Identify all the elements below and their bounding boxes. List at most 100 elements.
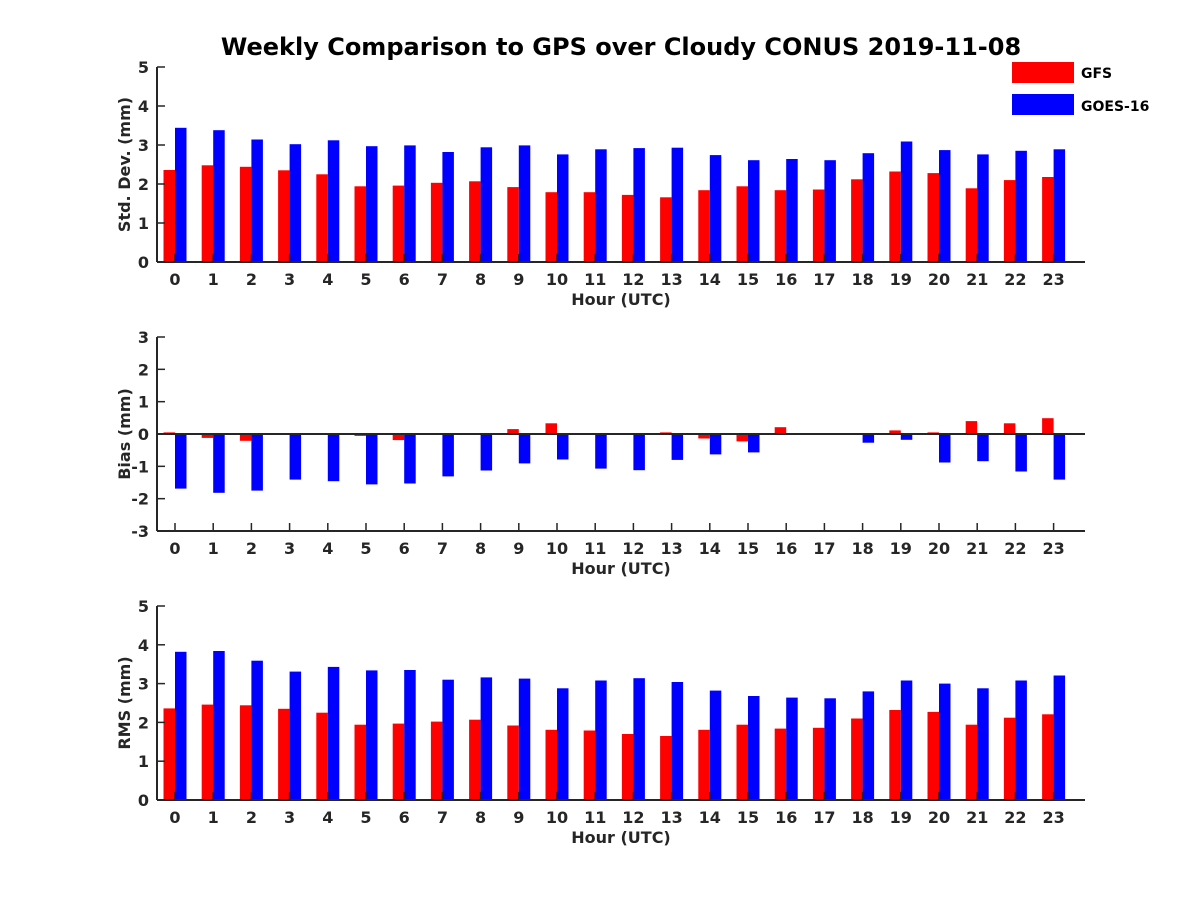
x-tick-label: 18	[851, 270, 873, 289]
bar-goes16-14	[709, 155, 722, 262]
x-tick-label: 7	[437, 270, 448, 289]
bar-goes16-11	[595, 149, 607, 262]
bar-goes16-7	[442, 679, 454, 800]
x-tick-label: 13	[660, 808, 682, 827]
bar-goes16-19	[900, 434, 913, 440]
bar-gfs-1	[201, 165, 214, 262]
bar-goes16-2	[251, 434, 263, 491]
bar-goes16-16	[786, 159, 798, 262]
bar-goes16-3	[289, 144, 302, 262]
bar-gfs-23	[1042, 177, 1054, 262]
bar-goes16-5	[366, 434, 378, 485]
x-tick-label: 16	[775, 808, 797, 827]
y-tick-label: 0	[138, 253, 149, 272]
bar-goes16-1	[213, 434, 225, 493]
bar-goes16-7	[442, 434, 454, 477]
bar-goes16-9	[518, 145, 531, 262]
y-tick-label: 1	[138, 752, 149, 771]
bar-goes16-18	[862, 691, 875, 800]
bar-gfs-14	[698, 729, 710, 800]
x-tick-label: 6	[399, 270, 410, 289]
bar-gfs-19	[889, 710, 901, 800]
bar-gfs-4	[316, 712, 328, 800]
bar-goes16-21	[977, 154, 989, 262]
y-tick-label: 5	[138, 597, 149, 616]
bar-goes16-11	[595, 680, 607, 800]
x-tick-label: 8	[475, 539, 486, 558]
x-tick-label: 0	[169, 270, 180, 289]
x-tick-label: 19	[890, 808, 912, 827]
bar-gfs-13	[660, 736, 672, 800]
x-tick-label: 20	[928, 270, 950, 289]
x-tick-label: 10	[546, 539, 568, 558]
bar-goes16-23	[1053, 434, 1066, 480]
bar-goes16-21	[977, 434, 989, 462]
x-tick-label: 12	[622, 808, 644, 827]
bar-goes16-8	[480, 147, 493, 262]
x-tick-label: 1	[208, 539, 219, 558]
x-axis-label: Hour (UTC)	[571, 559, 671, 578]
x-tick-label: 9	[513, 270, 524, 289]
bar-gfs-0	[163, 708, 175, 800]
bar-gfs-22	[1003, 423, 1016, 434]
x-tick-label: 8	[475, 808, 486, 827]
bar-goes16-12	[633, 148, 645, 262]
bar-goes16-2	[251, 660, 263, 800]
x-tick-label: 11	[584, 539, 606, 558]
legend: GFS GOES-16	[1012, 62, 1149, 115]
x-tick-label: 11	[584, 270, 606, 289]
x-tick-label: 16	[775, 539, 797, 558]
bar-gfs-6	[392, 185, 405, 262]
bar-gfs-17	[812, 189, 825, 262]
y-tick-label: 3	[138, 328, 149, 347]
x-tick-label: 22	[1004, 539, 1026, 558]
bar-gfs-18	[851, 718, 863, 800]
y-axis-label: Bias (mm)	[115, 388, 134, 480]
x-tick-label: 1	[208, 270, 219, 289]
bar-gfs-5	[354, 724, 366, 800]
bar-gfs-20	[927, 173, 939, 262]
x-tick-label: 5	[360, 270, 371, 289]
bar-goes16-17	[824, 698, 836, 800]
bar-gfs-15	[736, 434, 748, 442]
y-tick-label: -2	[131, 490, 149, 509]
bar-goes16-10	[557, 688, 569, 800]
bar-goes16-12	[633, 434, 645, 471]
x-tick-label: 0	[169, 539, 180, 558]
bar-gfs-11	[583, 730, 596, 800]
x-tick-label: 14	[699, 808, 721, 827]
bar-goes16-5	[366, 670, 378, 800]
x-tick-label: 16	[775, 270, 797, 289]
bar-goes16-7	[442, 152, 454, 262]
bar-goes16-0	[175, 127, 187, 262]
x-tick-label: 15	[737, 808, 759, 827]
bar-goes16-10	[557, 434, 569, 460]
bar-goes16-13	[671, 682, 684, 800]
x-tick-label: 21	[966, 539, 988, 558]
bar-gfs-1	[201, 704, 214, 800]
bar-gfs-16	[774, 427, 787, 434]
x-tick-label: 4	[322, 808, 333, 827]
y-axis-label: RMS (mm)	[115, 656, 134, 749]
x-axis-label: Hour (UTC)	[571, 828, 671, 847]
bar-goes16-20	[939, 150, 951, 262]
bar-goes16-13	[671, 434, 684, 460]
bar-gfs-2	[239, 166, 252, 262]
bar-gfs-21	[965, 724, 978, 800]
x-tick-label: 15	[737, 270, 759, 289]
x-tick-label: 3	[284, 808, 295, 827]
bar-gfs-5	[354, 186, 366, 262]
y-tick-label: 0	[138, 425, 149, 444]
y-tick-label: -1	[131, 457, 149, 476]
x-tick-label: 7	[437, 808, 448, 827]
bar-goes16-18	[862, 434, 875, 443]
bar-goes16-12	[633, 678, 645, 800]
bar-gfs-19	[889, 430, 901, 434]
x-tick-label: 4	[322, 270, 333, 289]
y-tick-label: 2	[138, 175, 149, 194]
bar-gfs-10	[545, 423, 557, 434]
bar-gfs-0	[163, 170, 175, 262]
x-tick-label: 5	[360, 808, 371, 827]
